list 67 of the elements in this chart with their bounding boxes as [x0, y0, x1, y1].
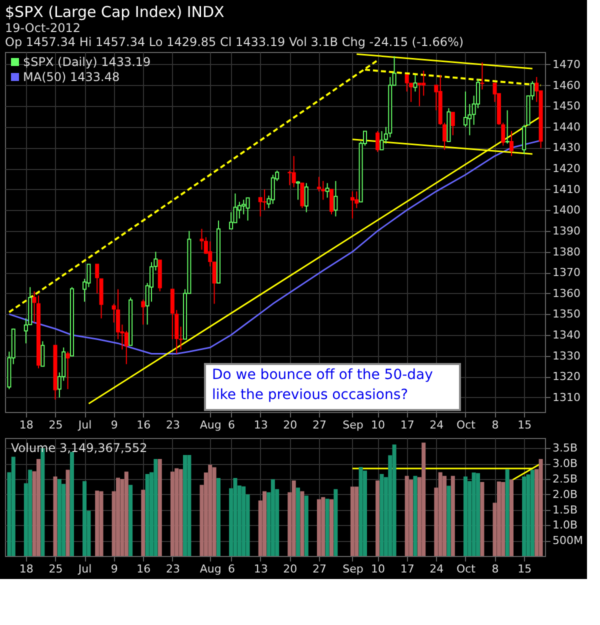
x-tick-label: 6: [228, 562, 236, 576]
y-tick-label: 2.0B: [552, 488, 578, 501]
legend-label: $SPX (Daily) 1433.19: [23, 55, 151, 69]
x-tick-label: Sep: [342, 418, 364, 432]
y-tick-label: 1440: [552, 120, 580, 134]
x-tick-label: 24: [430, 562, 444, 576]
x-tick-label: 24: [430, 418, 444, 432]
x-tick-label: 15: [518, 562, 532, 576]
x-tick-label: 6: [228, 418, 236, 432]
x-tick-label: 25: [48, 418, 63, 432]
x-tick-label: Aug: [200, 418, 222, 432]
y-tick-label: 1360: [552, 286, 580, 300]
x-tick-label: Jul: [77, 562, 92, 576]
chart-title: $SPX (Large Cap Index) INDX: [5, 3, 224, 21]
y-tick-label: 1380: [552, 245, 580, 258]
x-tick-label: 9: [110, 562, 118, 576]
y-tick-label: 1470: [552, 58, 580, 71]
x-tick-label: 15: [518, 418, 532, 432]
x-tick-label: Sep: [342, 562, 364, 576]
legend-label: MA(50) 1433.48: [23, 70, 120, 84]
y-tick-label: 1320: [552, 370, 580, 384]
x-tick-label: 16: [136, 418, 151, 432]
x-tick-label: 17: [400, 418, 414, 432]
x-tick-label: 23: [166, 562, 180, 576]
chart-subtitle: 19-Oct-2012: [5, 21, 81, 35]
x-tick-label: 27: [312, 418, 326, 432]
y-tick-label: 1330: [552, 349, 580, 362]
y-tick-label: 3.5B: [552, 442, 578, 455]
x-tick-label: 20: [283, 562, 298, 576]
y-tick-label: 1410: [552, 182, 580, 196]
y-tick-label: 1310: [552, 390, 580, 404]
x-tick-label: 10: [371, 418, 386, 432]
x-tick-label: 18: [19, 418, 34, 432]
y-tick-label: 3.0B: [552, 457, 578, 470]
x-tick-label: Aug: [200, 562, 222, 576]
y-tick-label: 1370: [552, 266, 580, 280]
y-tick-label: 1450: [552, 100, 580, 113]
y-tick-label: 1.5B: [552, 503, 578, 516]
x-tick-label: Oct: [456, 418, 476, 432]
x-tick-label: 8: [492, 418, 499, 432]
y-tick-label: 1390: [552, 224, 580, 238]
x-tick-label: 17: [400, 562, 414, 576]
x-tick-label: 27: [312, 562, 326, 576]
x-tick-label: 13: [254, 418, 268, 432]
annotation: Do we bounce off of the 50-day like the previous occasions?: [212, 367, 433, 403]
y-tick-label: 1340: [552, 328, 580, 342]
x-tick-label: 8: [492, 562, 499, 576]
x-tick-label: 13: [254, 562, 268, 576]
y-tick-label: 1350: [552, 308, 580, 321]
x-tick-label: 9: [110, 418, 118, 432]
y-tick-label: 1400: [552, 204, 580, 217]
y-tick-label: 2.5B: [552, 472, 578, 486]
y-tick-label: 1420: [552, 162, 580, 176]
x-tick-label: 18: [19, 562, 34, 576]
text: Op 1457.34 Hi 1457.34 Lo 1429.85 Cl 1433.19 Vol 3.1B Chg -24.15 (-1.66%): [5, 35, 464, 49]
x-tick-label: Jul: [77, 418, 92, 432]
x-tick-label: 23: [166, 418, 180, 432]
x-tick-label: 25: [48, 562, 63, 576]
x-tick-label: Oct: [456, 562, 476, 576]
y-tick-label: 1460: [552, 78, 580, 92]
x-tick-label: 20: [283, 418, 298, 432]
y-tick-label: 500M: [552, 534, 583, 548]
x-tick-label: 16: [136, 562, 151, 576]
chart-title: Volume 3,149,367,552: [11, 441, 148, 455]
y-tick-label: 1430: [552, 141, 580, 154]
x-tick-label: 10: [371, 562, 386, 576]
y-tick-label: 1.0B: [552, 518, 578, 532]
